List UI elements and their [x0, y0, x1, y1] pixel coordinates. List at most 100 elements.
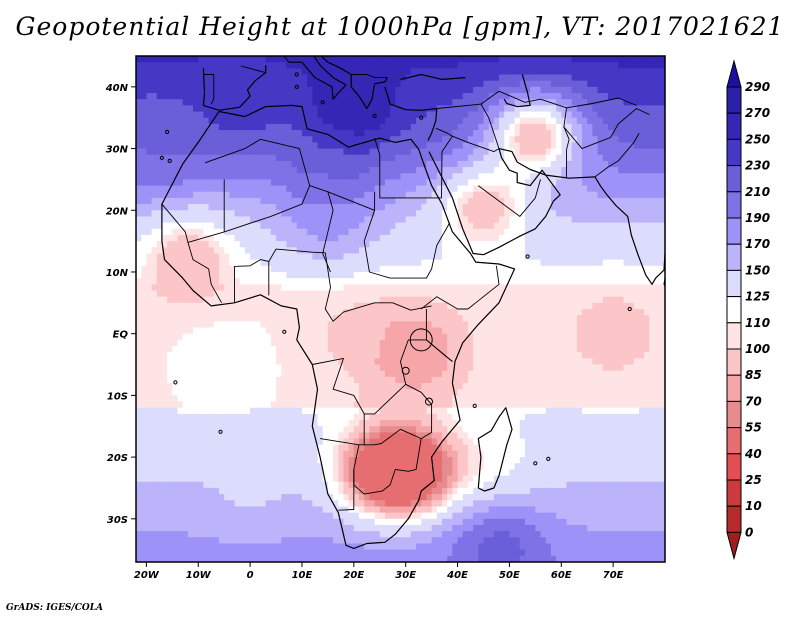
- field-cell: [343, 62, 350, 69]
- field-cell: [613, 167, 619, 174]
- field-cell: [239, 333, 246, 341]
- field-cell: [607, 136, 614, 143]
- field-cell: [307, 315, 313, 322]
- field-cell: [467, 204, 474, 211]
- field-cell: [343, 117, 350, 125]
- field-cell: [203, 259, 210, 267]
- field-cell: [535, 105, 542, 113]
- field-cell: [400, 352, 407, 359]
- field-cell: [561, 99, 568, 106]
- field-cell: [462, 315, 469, 322]
- field-cell: [203, 142, 210, 150]
- field-cell: [390, 148, 396, 156]
- field-cell: [623, 216, 630, 224]
- field-cell: [146, 148, 153, 156]
- field-cell: [473, 74, 479, 82]
- field-cell: [291, 296, 298, 304]
- field-cell: [203, 130, 210, 137]
- field-cell: [208, 142, 215, 150]
- field-cell: [296, 74, 303, 82]
- field-cell: [193, 148, 199, 156]
- field-cell: [146, 321, 153, 329]
- field-cell: [462, 284, 469, 292]
- field-cell: [379, 228, 386, 236]
- field-cell: [136, 56, 142, 63]
- field-cell: [582, 265, 588, 273]
- field-cell: [156, 352, 163, 359]
- field-cell: [524, 309, 531, 316]
- field-cell: [172, 271, 179, 279]
- field-cell: [488, 222, 495, 230]
- field-cell: [213, 216, 220, 224]
- field-cell: [530, 309, 536, 316]
- field-cell: [499, 86, 505, 94]
- field-cell: [602, 241, 609, 248]
- field-cell: [535, 191, 542, 199]
- field-cell: [597, 74, 604, 82]
- field-cell: [582, 315, 588, 322]
- field-cell: [519, 327, 526, 335]
- field-cell: [224, 117, 230, 125]
- chart-title: Geopotential Height at 1000hPa [gpm], VT…: [15, 12, 785, 41]
- field-cell: [410, 346, 417, 353]
- field-cell: [369, 241, 376, 248]
- field-cell: [312, 210, 319, 218]
- field-cell: [208, 111, 215, 119]
- field-cell: [566, 302, 573, 310]
- field-cell: [390, 259, 396, 267]
- field-cell: [244, 80, 251, 88]
- field-cell: [504, 210, 511, 218]
- field-cell: [359, 111, 365, 119]
- field-cell: [436, 346, 443, 353]
- field-cell: [286, 74, 293, 82]
- field-cell: [607, 228, 614, 236]
- field-cell: [203, 241, 210, 248]
- field-cell: [333, 346, 339, 353]
- field-cell: [410, 185, 417, 193]
- field-cell: [281, 93, 288, 100]
- field-cell: [156, 222, 163, 230]
- field-cell: [187, 130, 194, 137]
- field-cell: [582, 228, 588, 236]
- field-cell: [141, 290, 147, 298]
- field-cell: [244, 179, 251, 187]
- field-cell: [618, 296, 625, 304]
- field-cell: [483, 296, 490, 304]
- field-cell: [633, 278, 640, 285]
- field-cell: [561, 111, 568, 119]
- field-cell: [436, 241, 443, 248]
- field-cell: [436, 142, 443, 150]
- field-cell: [317, 167, 324, 174]
- field-cell: [281, 167, 288, 174]
- field-cell: [369, 284, 376, 292]
- field-cell: [374, 321, 381, 329]
- field-cell: [270, 309, 277, 316]
- field-cell: [416, 179, 422, 187]
- field-cell: [483, 234, 490, 242]
- field-cell: [441, 173, 448, 181]
- field-cell: [633, 302, 640, 310]
- field-cell: [478, 284, 485, 292]
- field-cell: [265, 191, 272, 199]
- field-cell: [535, 271, 542, 279]
- field-cell: [177, 315, 184, 322]
- field-cell: [649, 105, 656, 113]
- field-cell: [556, 93, 562, 100]
- field-cell: [296, 160, 303, 168]
- field-cell: [333, 234, 339, 242]
- field-cell: [312, 130, 319, 137]
- field-cell: [229, 86, 236, 94]
- field-cell: [265, 315, 272, 322]
- field-cell: [156, 173, 163, 181]
- field-cell: [405, 321, 412, 329]
- field-cell: [410, 241, 417, 248]
- field-cell: [644, 259, 651, 267]
- field-cell: [535, 315, 542, 322]
- field-cell: [255, 117, 262, 125]
- field-cell: [359, 123, 365, 131]
- field-cell: [141, 346, 147, 353]
- field-cell: [343, 278, 350, 285]
- field-cell: [431, 241, 438, 248]
- field-cell: [571, 154, 578, 162]
- field-cell: [659, 56, 665, 63]
